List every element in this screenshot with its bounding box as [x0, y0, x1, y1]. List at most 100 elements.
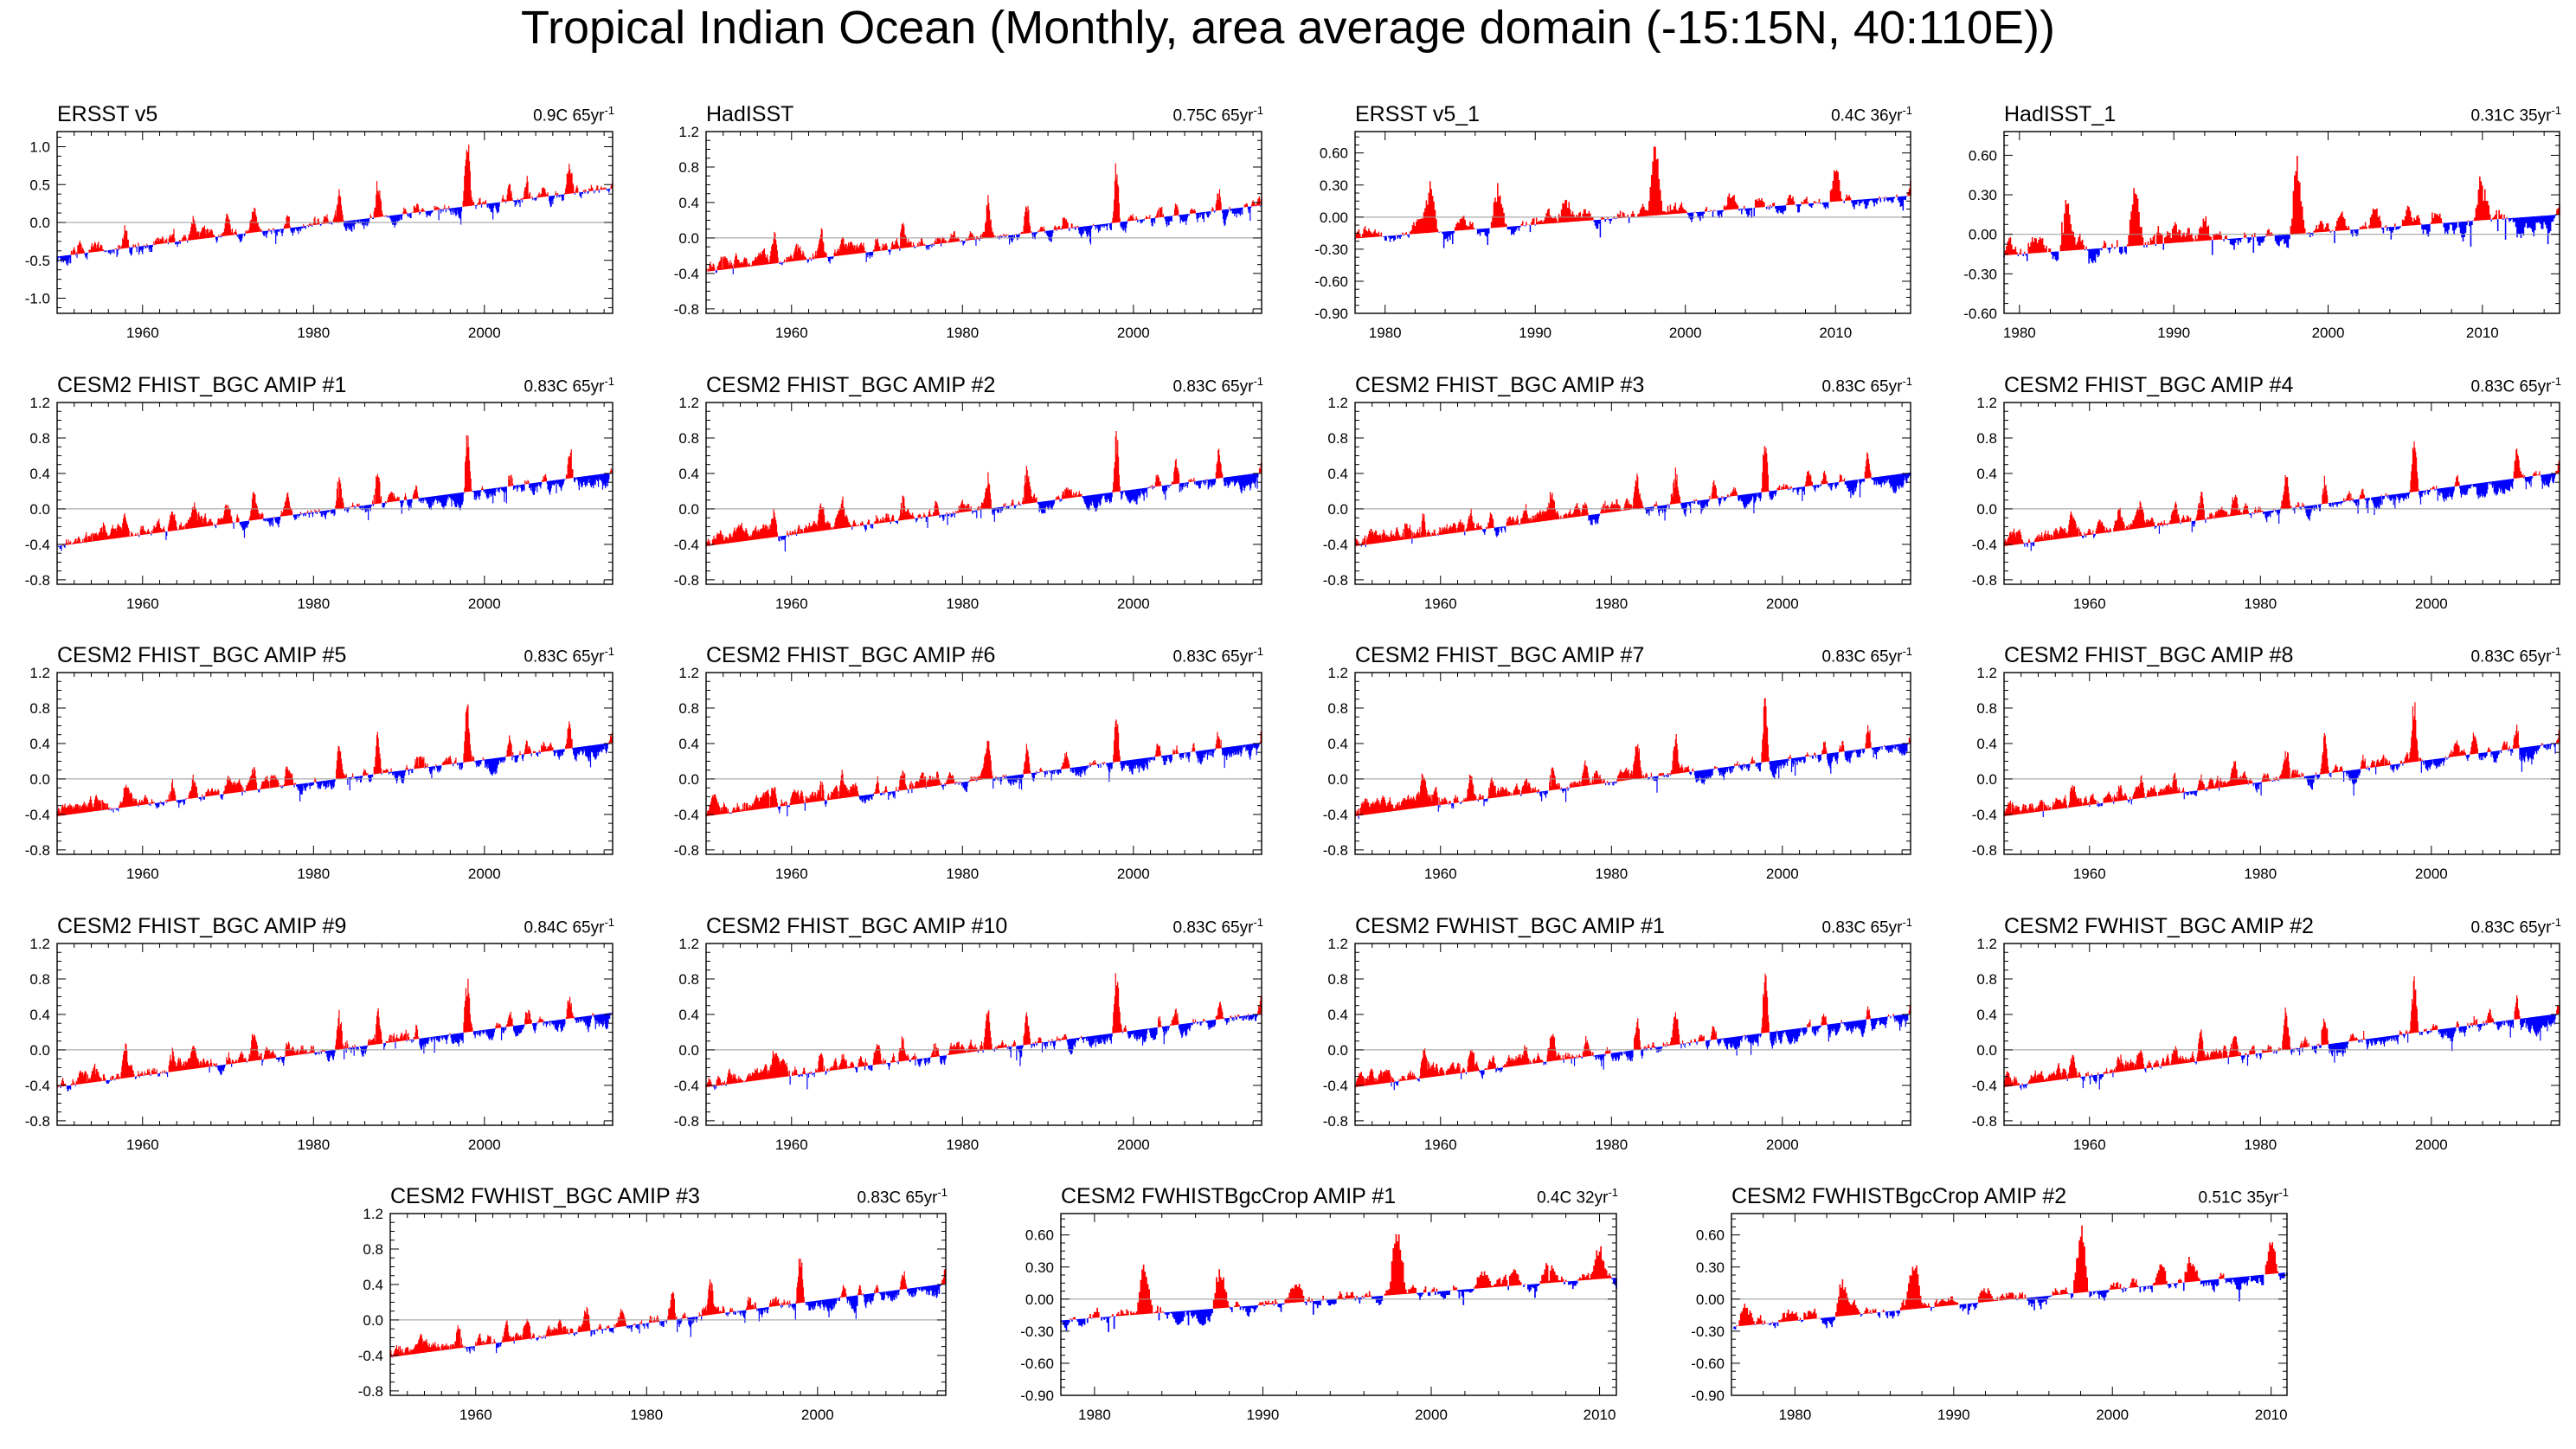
- x-tick-label: 2000: [1117, 866, 1150, 882]
- x-tick-label: 2000: [801, 1407, 834, 1423]
- trend-label: 0.31C 35yr-1: [2470, 104, 2561, 126]
- x-tick-label: 2010: [1819, 325, 1852, 341]
- plot-area: -0.90 -0.60 -0.30 0.00 0.30 0.60 1980 1990 2000 2…: [1691, 1213, 2288, 1423]
- x-tick-label: 1980: [1595, 866, 1628, 882]
- y-tick-label: 0.4: [363, 1277, 383, 1293]
- trend-label: 0.83C 65yr-1: [2470, 375, 2561, 396]
- x-tick-label: 2000: [1117, 1137, 1150, 1153]
- figure-title: Tropical Indian Ocean (Monthly, area ave…: [521, 2, 2055, 54]
- positive-anomaly-fill: [1731, 1225, 2279, 1327]
- negative-anomaly-fill: [1358, 743, 1910, 820]
- plot-area: -0.8 -0.4 0.0 0.4 0.8 1.2 1960 1980 2000: [25, 936, 613, 1153]
- trend-unit-exponent: -1: [1253, 375, 1263, 388]
- y-tick-label: 0.00: [1969, 227, 1997, 243]
- y-tick-label: 0.0: [678, 501, 699, 518]
- y-tick-label: 0.0: [678, 230, 699, 247]
- plot-frame: [56, 943, 613, 1126]
- trend-value: 0.83C 65yr: [1172, 647, 1254, 667]
- panel-title: CESM2 FHIST_BGC AMIP #10: [706, 914, 1008, 938]
- y-tick-label: -0.4: [674, 537, 699, 553]
- trend-unit-exponent: -1: [2551, 916, 2561, 929]
- positive-anomaly-fill: [1354, 973, 1911, 1087]
- plot-area: -0.90 -0.60 -0.30 0.00 0.30 0.60 1980 1990 2000 2…: [1314, 131, 1911, 341]
- y-tick-label: -1.0: [25, 291, 50, 307]
- trend-value: 0.83C 65yr: [1172, 377, 1254, 396]
- y-tick-label: -0.4: [1972, 1078, 1997, 1094]
- chart-panel: CESM2 FHIST_BGC AMIP #5 0.83C 65yr-1 -0.8-…: [9, 643, 614, 886]
- y-tick-label: -0.5: [25, 253, 50, 269]
- x-tick-label: 2000: [468, 596, 501, 612]
- chart-panel: CESM2 FHIST_BGC AMIP #1 0.83C 65yr-1 -0.8-…: [9, 373, 614, 615]
- y-tick-label: -0.4: [1323, 537, 1348, 553]
- trend-label: 0.83C 65yr-1: [2470, 916, 2561, 937]
- x-tick-label: 1990: [1519, 325, 1551, 341]
- trend-unit-exponent: -1: [1253, 645, 1263, 658]
- x-tick-label: 1960: [1424, 596, 1457, 612]
- y-tick-label: 1.2: [1327, 395, 1348, 411]
- x-tick-label: 1980: [2244, 596, 2277, 612]
- x-tick-label: 1960: [1424, 866, 1457, 882]
- y-tick-label: 1.2: [1327, 936, 1348, 952]
- y-tick-label: 0.0: [1976, 771, 1997, 788]
- trend-value: 0.83C 65yr: [1821, 918, 1903, 937]
- plot-frame: [2003, 131, 2560, 314]
- y-tick-label: 0.8: [1327, 700, 1348, 717]
- trend-label: 0.83C 65yr-1: [524, 375, 614, 396]
- panel-title: CESM2 FHIST_BGC AMIP #6: [706, 643, 996, 667]
- x-tick-label: 2000: [1766, 1137, 1799, 1153]
- x-tick-label: 1980: [1369, 325, 1402, 341]
- y-tick-label: 0.00: [1025, 1291, 1054, 1308]
- x-tick-label: 2000: [2096, 1407, 2129, 1423]
- panel-title: CESM2 FHIST_BGC AMIP #2: [706, 373, 996, 397]
- x-tick-label: 2010: [2255, 1407, 2288, 1423]
- y-tick-label: 0.8: [363, 1241, 383, 1258]
- panel-title: CESM2 FWHIST_BGC AMIP #3: [390, 1184, 700, 1208]
- y-tick-label: -0.8: [674, 301, 699, 318]
- y-tick-label: 0.0: [29, 771, 50, 788]
- y-tick-label: 0.8: [678, 159, 699, 176]
- y-tick-label: 0.60: [1025, 1227, 1054, 1244]
- y-tick-label: 1.0: [29, 139, 50, 156]
- x-tick-label: 1980: [946, 596, 979, 612]
- plot-frame: [1354, 402, 1911, 585]
- y-tick-label: -0.4: [1972, 537, 1997, 553]
- positive-anomaly-fill: [389, 1258, 947, 1357]
- y-tick-label: 0.8: [678, 430, 699, 447]
- negative-anomaly-fill: [705, 205, 1261, 275]
- y-tick-label: -0.60: [1691, 1356, 1725, 1372]
- y-tick-label: 1.2: [678, 936, 699, 952]
- positive-anomaly-fill: [56, 704, 613, 816]
- y-tick-label: 0.0: [29, 1042, 50, 1059]
- panel-title: CESM2 FWHIST_BGC AMIP #2: [2004, 914, 2314, 938]
- chart-panel: CESM2 FHIST_BGC AMIP #8 0.83C 65yr-1 -0.8-…: [1956, 643, 2561, 886]
- x-tick-label: 2000: [1669, 325, 1702, 341]
- x-tick-label: 1980: [1595, 596, 1628, 612]
- x-tick-label: 1980: [946, 325, 979, 341]
- y-tick-label: -0.4: [674, 807, 699, 823]
- negative-anomaly-fill: [391, 1284, 941, 1358]
- y-tick-label: -0.8: [25, 572, 50, 589]
- trend-value: 0.9C 65yr: [533, 106, 605, 126]
- trend-unit-exponent: -1: [1902, 916, 1912, 929]
- trend-label: 0.83C 65yr-1: [1172, 916, 1263, 937]
- positive-anomaly-fill: [56, 978, 613, 1087]
- chart-panel: ERSST v5 0.9C 65yr-1 -1.0 -0.5 0.0 0.5 1.0 1960…: [9, 102, 614, 345]
- chart-panel: CESM2 FWHISTBgcCrop AMIP #2 0.51C 35yr-1-…: [1683, 1184, 2289, 1426]
- panel-title: CESM2 FHIST_BGC AMIP #1: [57, 373, 347, 397]
- y-tick-label: 1.2: [363, 1206, 383, 1222]
- y-tick-label: 0.30: [1320, 177, 1348, 194]
- trend-unit-exponent: -1: [1902, 104, 1912, 117]
- y-tick-label: 0.0: [678, 771, 699, 788]
- plot-area: -0.60 -0.30 0.00 0.30 0.60 1980 1990 2000 2010: [1963, 131, 2560, 341]
- y-tick-label: 0.8: [1327, 430, 1348, 447]
- x-tick-label: 2010: [1584, 1407, 1616, 1423]
- chart-panel: ERSST v5_1 0.4C 36yr-1 -0.90 -0.60 -0.30 0.00…: [1307, 102, 1912, 345]
- trend-label: 0.4C 36yr-1: [1831, 104, 1912, 126]
- plot-area: -0.90 -0.60 -0.30 0.00 0.30 0.60 1980 1990 2000 2…: [1020, 1213, 1617, 1423]
- y-tick-label: -0.90: [1691, 1388, 1725, 1404]
- y-tick-label: 0.8: [29, 971, 50, 988]
- trend-label: 0.83C 65yr-1: [2470, 645, 2561, 667]
- plot-area: -0.8 -0.4 0.0 0.4 0.8 1.2 1960 1980 2000: [1972, 936, 2560, 1153]
- y-tick-label: -0.60: [1963, 306, 1997, 322]
- chart-panel: CESM2 FWHIST_BGC AMIP #1 0.83C 65yr-1 -0.8…: [1307, 914, 1912, 1156]
